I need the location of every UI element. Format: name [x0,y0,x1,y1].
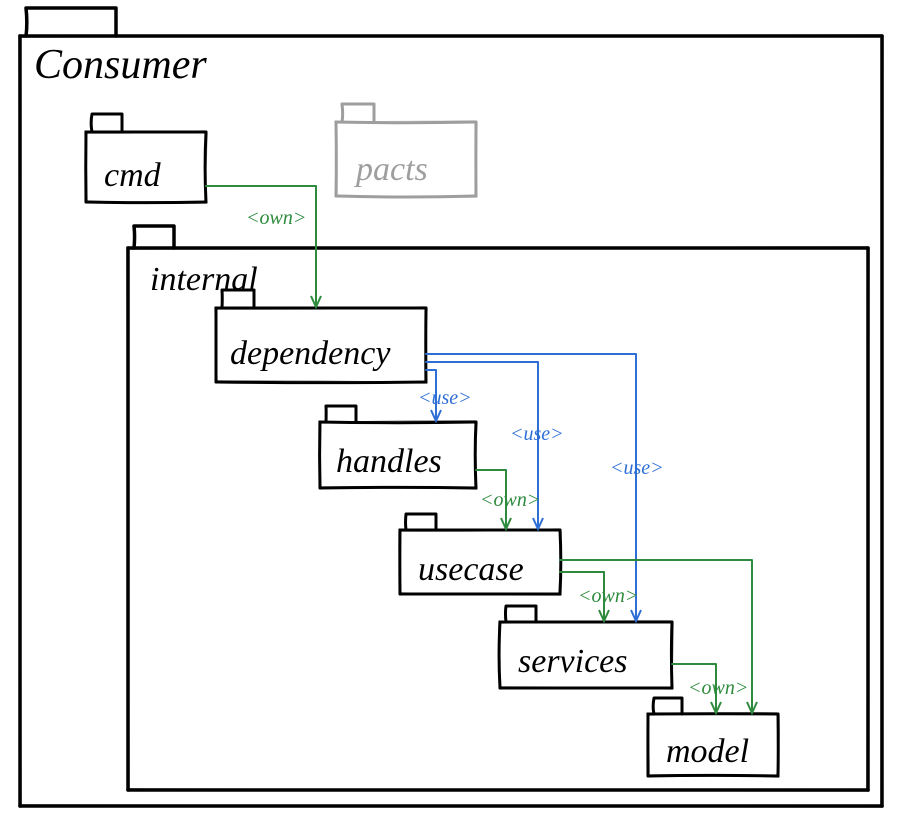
edge-label-dependency-to-services: <use> [610,457,664,479]
package-model: model [647,698,779,777]
edge-label-usecase-to-services: <own> [578,585,638,607]
package-cmd: cmd [85,114,207,203]
package-label-model: model [666,733,749,770]
edge-label-dependency-to-usecase: <use> [510,423,564,445]
edge-label-handles-to-usecase: <own> [480,489,540,511]
package-label-internal: internal [150,261,258,298]
edge-label-dependency-to-handles: <use> [418,387,472,409]
package-label-consumer: Consumer [34,42,207,88]
package-label-handles: handles [336,443,442,480]
package-usecase: usecase [399,514,561,595]
edge-usecase-to-services: <own> [560,572,638,620]
package-label-pacts: pacts [354,151,428,188]
package-dependency: dependency [215,290,427,383]
package-label-services: services [518,643,628,680]
package-label-usecase: usecase [418,551,524,588]
edge-label-services-to-model: <own> [688,677,748,699]
package-pacts: pacts [335,104,477,197]
package-handles: handles [319,406,477,489]
package-label-cmd: cmd [104,157,162,194]
edge-label-cmd-to-dependency: <own> [246,207,306,229]
package-label-dependency: dependency [230,335,391,372]
edge-handles-to-usecase: <own> [476,470,540,528]
package-services: services [499,606,673,689]
